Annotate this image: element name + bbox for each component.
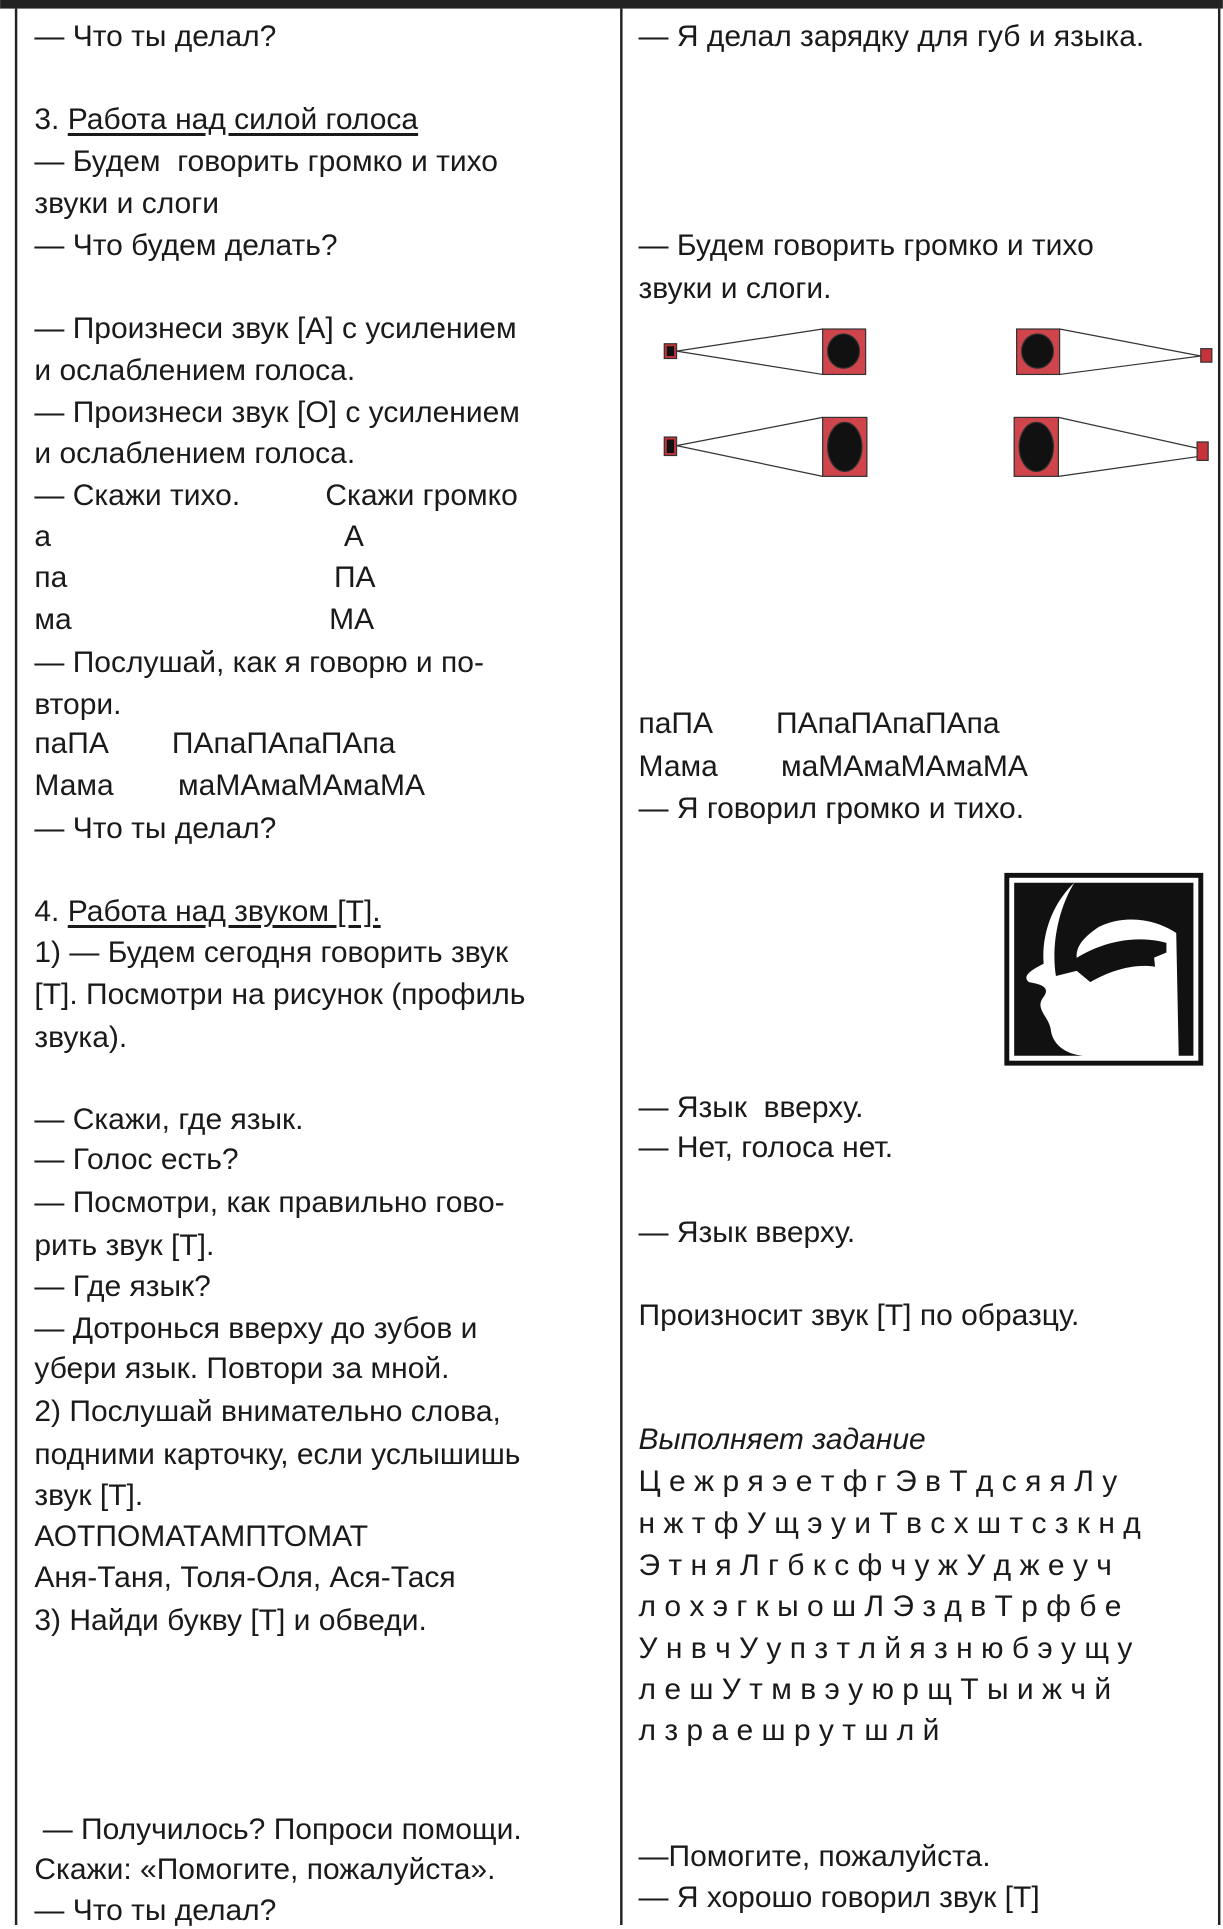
text-line: АОТПОМАТАМПТОМАТ bbox=[34, 1520, 369, 1554]
text-line: звук [Т]. bbox=[34, 1478, 144, 1512]
text-line: Скажи громко bbox=[325, 479, 518, 513]
text-line: — Скажи, где язык. bbox=[34, 1102, 304, 1136]
text-line: — Где язык? bbox=[34, 1269, 211, 1303]
text-line: — Дотронься вверху до зубов и bbox=[34, 1311, 478, 1345]
text-line: Ц е ж р я э е т ф г Э в Т д с я я Л у bbox=[638, 1465, 1118, 1499]
text-line: ма bbox=[34, 603, 72, 637]
text-line: а bbox=[34, 519, 52, 553]
text-line: — Я хорошо говорил звук [Т] bbox=[638, 1881, 1040, 1915]
text-line: убери язык. Повтори за мной. bbox=[34, 1352, 450, 1386]
text-line: Выполняет задание bbox=[638, 1423, 926, 1457]
text-line: рить звук [Т]. bbox=[34, 1229, 215, 1263]
text-line: л о х э г к ы о ш Л Э з д в Т р ф б е bbox=[638, 1590, 1122, 1624]
section-title: Работа над силой голоса bbox=[67, 103, 419, 137]
section-number: 4. bbox=[34, 895, 60, 929]
loudness-diagram bbox=[663, 328, 1213, 376]
text-line: — Скажи тихо. bbox=[34, 479, 241, 513]
section-heading: 3. Работа над силой голоса bbox=[34, 102, 418, 138]
section-title: Работа над звуком [Т]. bbox=[67, 895, 381, 929]
text-line: маМАмаМАмаМА bbox=[780, 750, 1028, 784]
text-line: — Будем говорить громко и тихо bbox=[638, 228, 1094, 262]
text-line: паПА bbox=[638, 707, 714, 741]
text-line: — Что ты делал? bbox=[34, 19, 277, 53]
text-line: МА bbox=[329, 603, 375, 637]
text-line: — Голос есть? bbox=[34, 1143, 239, 1177]
text-line: А bbox=[343, 519, 364, 553]
text-line: — Что будем делать? bbox=[34, 228, 338, 262]
text-line: — Посмотри, как правильно гово- bbox=[34, 1186, 505, 1220]
text-line: — Что ты делал? bbox=[34, 811, 277, 845]
text-line: звуки и слоги. bbox=[638, 271, 832, 305]
text-line: маМАмаМАмаМА bbox=[178, 768, 425, 802]
text-line: — Что ты делал? bbox=[34, 1893, 277, 1927]
text-line: ПАпаПАпаПАпа bbox=[776, 707, 1000, 741]
text-line: втори. bbox=[34, 687, 122, 721]
articulation-profile bbox=[1004, 872, 1204, 1066]
text-line: Мама bbox=[34, 768, 114, 802]
text-line: звуки и слоги bbox=[34, 186, 219, 220]
text-line: —Помогите, пожалуйста. bbox=[638, 1839, 991, 1873]
text-line: 2) Послушай внимательно слова, bbox=[34, 1395, 501, 1429]
text-line: звука). bbox=[34, 1020, 128, 1054]
text-line: паПА bbox=[34, 727, 109, 761]
text-line: л з р а е ш р у т ш л й bbox=[638, 1714, 940, 1748]
text-line: 1) — Будем сегодня говорить звук bbox=[34, 935, 509, 969]
text-line: — Я говорил громко и тихо. bbox=[638, 792, 1025, 826]
text-line: Аня-Таня, Толя-Оля, Ася-Тася bbox=[34, 1560, 456, 1594]
text-line: подними карточку, если услышишь bbox=[34, 1438, 521, 1472]
text-line: У н в ч У у п з т л й я з н ю б э у щ у bbox=[638, 1632, 1133, 1666]
text-line: — Произнеси звук [О] с усилением bbox=[34, 395, 520, 429]
text-line: Мама bbox=[638, 750, 718, 784]
text-line: — Произнеси звук [А] с усилением bbox=[34, 312, 517, 346]
text-line: — Язык вверху. bbox=[638, 1215, 856, 1249]
text-line: — Получилось? Попроси помощи. bbox=[34, 1812, 522, 1846]
text-line: — Послушай, как я говорю и по- bbox=[34, 646, 484, 680]
section-heading: 4. Работа над звуком [Т]. bbox=[34, 894, 380, 930]
text-line: — Нет, голоса нет. bbox=[638, 1131, 894, 1165]
text-line: — Я делал зарядку для губ и языка. bbox=[638, 19, 1145, 53]
text-line: [Т]. Посмотри на рисунок (профиль bbox=[34, 977, 526, 1011]
text-line: Скажи: «Помогите, пожалуйста». bbox=[34, 1853, 496, 1887]
text-line: и ослаблением голоса. bbox=[34, 353, 356, 387]
text-line: 3) Найди букву [Т] и обведи. bbox=[34, 1603, 427, 1637]
text-line: — Будем говорить громко и тихо bbox=[34, 145, 498, 179]
text-line: и ослаблением голоса. bbox=[34, 437, 356, 471]
text-line: л е ш У т м в э у ю р щ Т ы и ж ч й bbox=[638, 1672, 1112, 1706]
text-line: па bbox=[34, 561, 68, 595]
loudness-diagram bbox=[663, 416, 1209, 477]
text-line: ПАпаПАпаПАпа bbox=[171, 727, 396, 761]
section-number: 3. bbox=[34, 103, 60, 137]
text-line: — Язык вверху. bbox=[638, 1090, 864, 1124]
text-line: ПА bbox=[333, 561, 376, 595]
top-border bbox=[0, 0, 1223, 9]
text-line: Произносит звук [Т] по образцу. bbox=[638, 1299, 1080, 1333]
text-line: н ж т ф У щ э у и Т в с х ш т с з к н д bbox=[638, 1506, 1141, 1540]
text-line: Э т н я Л г б к с ф ч у ж У д ж е у ч bbox=[638, 1548, 1112, 1582]
